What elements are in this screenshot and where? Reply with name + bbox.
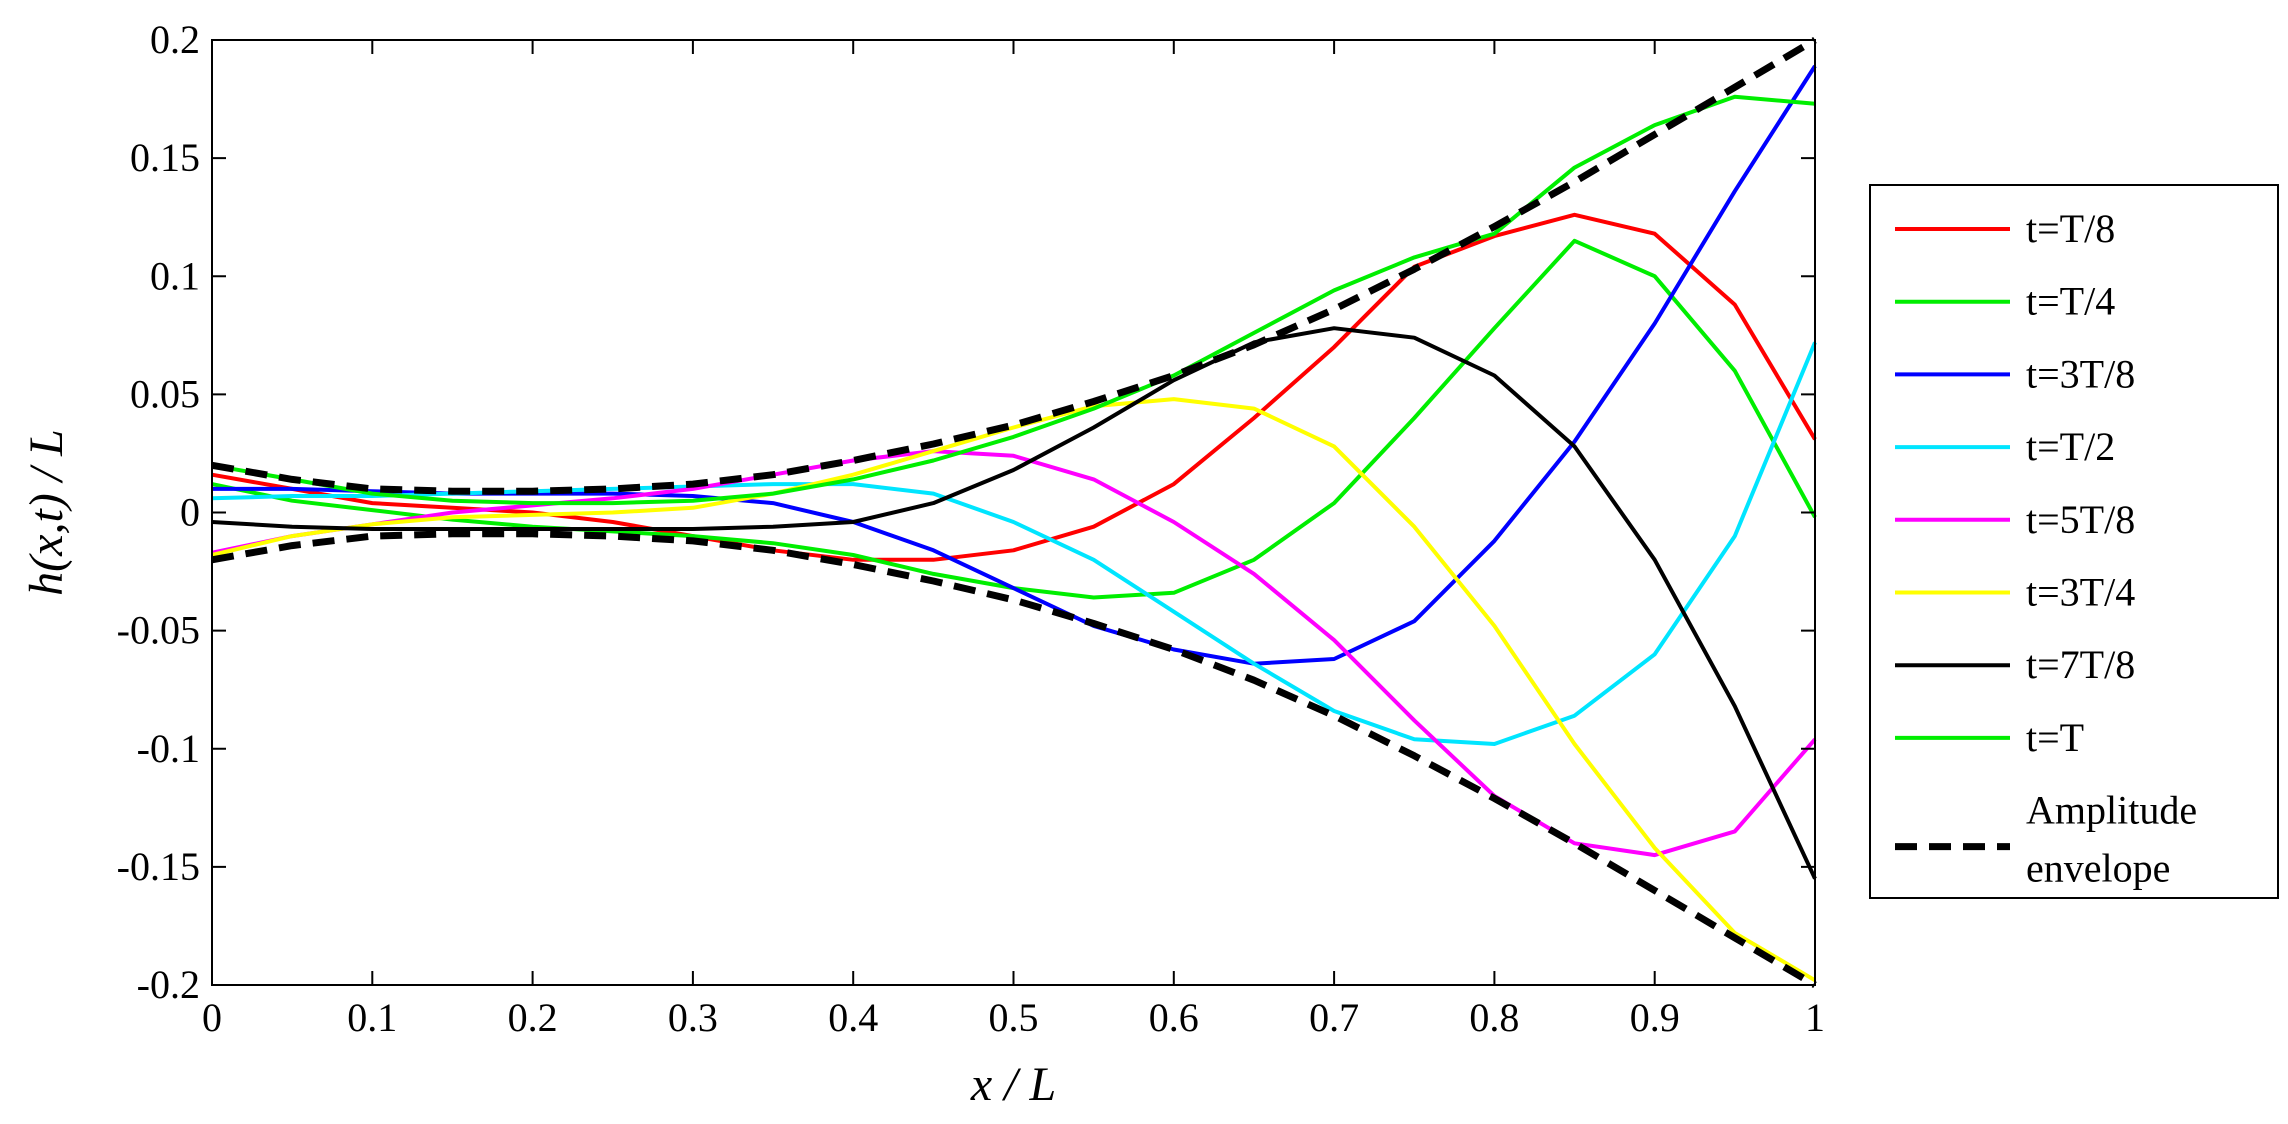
series-line-t-t-2 (211, 341, 1817, 746)
y-tick-label: 0 (180, 490, 200, 535)
legend-label-t-t-4: t=T/4 (2026, 279, 2115, 324)
y-axis-label: h(x,t) / L (20, 429, 73, 596)
y-tick-label: 0.15 (130, 135, 200, 180)
axis-ticks: 0 0.1 0.2 0.3 0.4 0.5 0.6 0.7 0.8 0.9 1 -0.2 -0.15 -0… (117, 17, 1825, 1040)
legend-label-amplitude-envelope-line-1: Amplitude (2026, 788, 2197, 833)
x-tick-label: 0.7 (1309, 995, 1359, 1040)
legend: t=T/8 t=T/4 t=3T/8 t=T/2 t=5T/8 t=3T/4 t=7T/8 t… (1869, 184, 2279, 899)
legend-label-t-3t-8: t=3T/8 (2026, 351, 2135, 396)
x-tick-label: 0.9 (1630, 995, 1680, 1040)
series-line-t-3t-4 (211, 397, 1817, 983)
series-layer (211, 36, 1817, 989)
x-tick-label: 0.1 (347, 995, 397, 1040)
legend-label-t-3t-4: t=3T/4 (2026, 570, 2135, 615)
x-tick-label: 0.2 (508, 995, 558, 1040)
y-tick-label: 0.2 (150, 17, 200, 62)
series-line-t-5t-8 (211, 449, 1817, 858)
x-tick-label: 0 (202, 995, 222, 1040)
x-tick-label: 0.6 (1149, 995, 1199, 1040)
y-tick-label: -0.05 (117, 608, 200, 653)
legend-label-t-t-8: t=T/8 (2026, 206, 2115, 251)
legend-label-t-t: t=T (2026, 715, 2084, 760)
x-tick-label: 0.8 (1469, 995, 1519, 1040)
series-line-t-t (211, 94, 1816, 506)
legend-label-t-7t-8: t=7T/8 (2026, 642, 2135, 687)
y-tick-label: 0.05 (130, 371, 200, 416)
legend-label-t-5t-8: t=5T/8 (2026, 497, 2135, 542)
y-tick-label: -0.1 (137, 726, 200, 771)
y-tick-label: -0.2 (137, 962, 200, 1007)
y-tick-label: 0.1 (150, 253, 200, 298)
legend-label-amplitude-envelope-line-2: envelope (2026, 846, 2170, 891)
x-tick-label: 0.4 (828, 995, 878, 1040)
x-tick-label: 0.5 (989, 995, 1039, 1040)
x-axis-label: x / L (970, 1058, 1056, 1111)
y-tick-label: -0.15 (117, 844, 200, 889)
legend-label-t-t-2: t=T/2 (2026, 424, 2115, 469)
x-tick-label: 1 (1805, 995, 1825, 1040)
x-tick-label: 0.3 (668, 995, 718, 1040)
legend-box (1869, 184, 2279, 899)
series-line-t-7t-8 (211, 326, 1817, 880)
